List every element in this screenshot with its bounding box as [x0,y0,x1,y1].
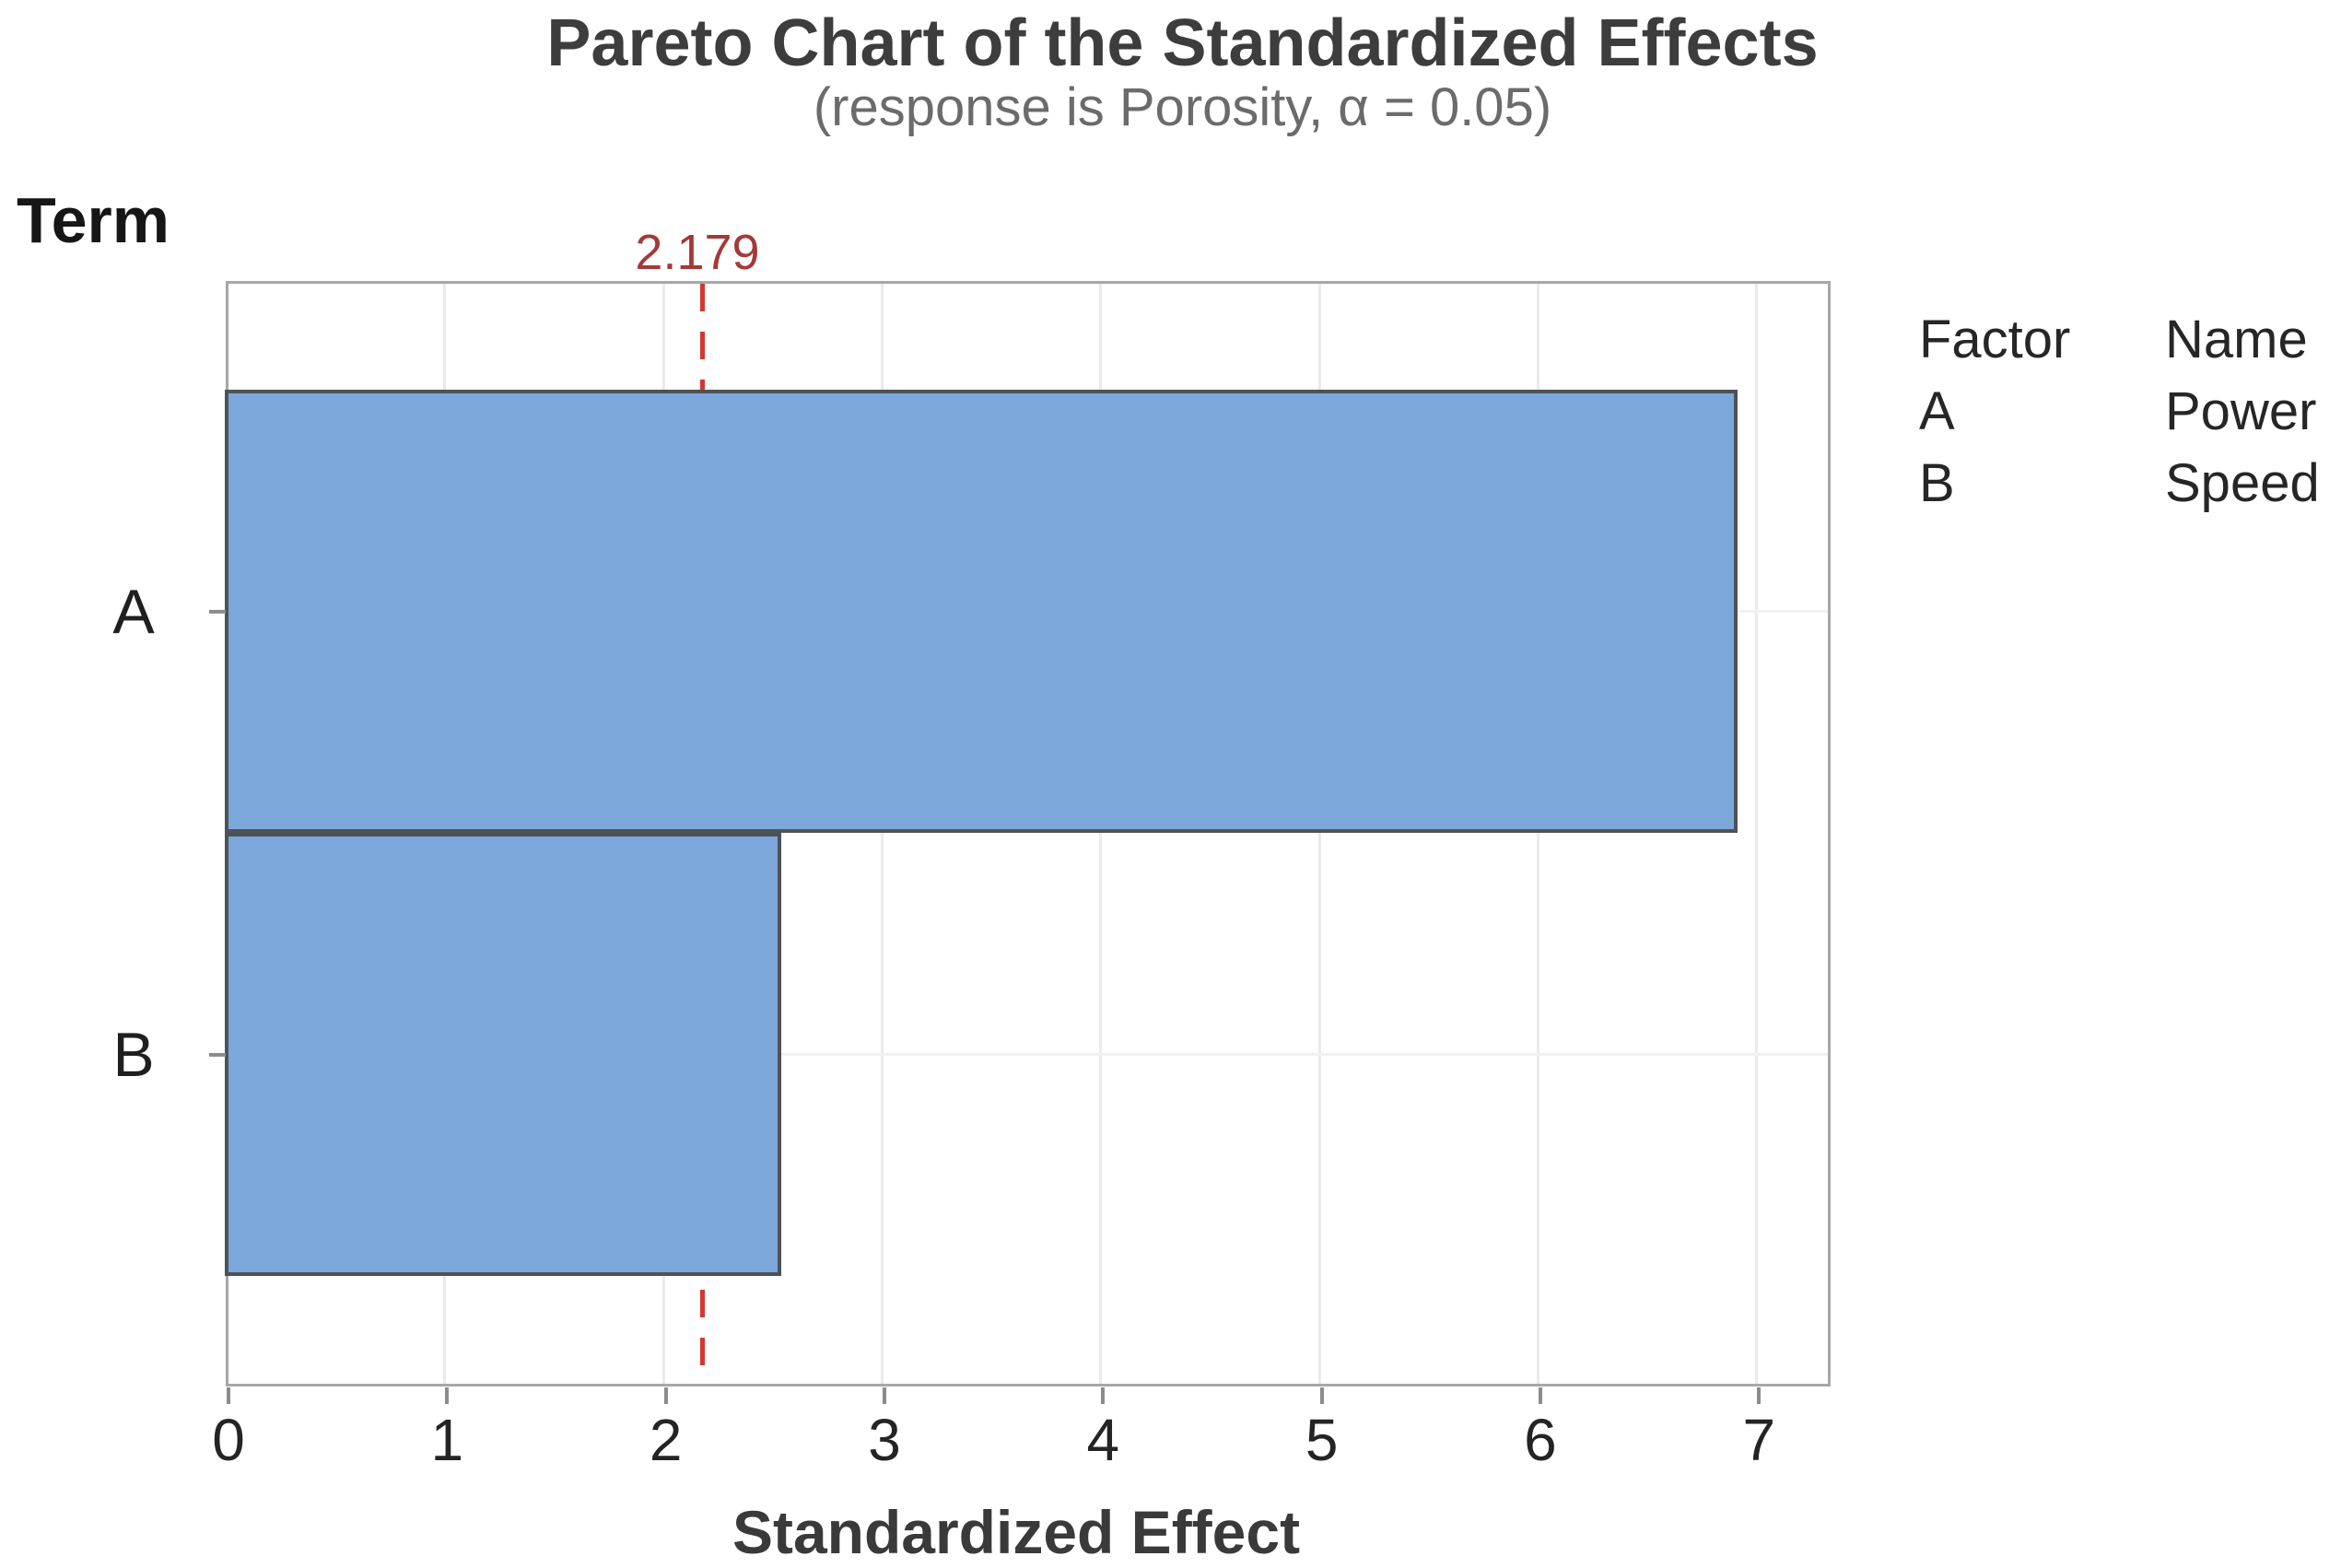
x-tick-label-2: 2 [649,1407,683,1473]
legend-header-factor: Factor [1919,310,2071,369]
y-tick-label-A: A [112,576,155,647]
x-tick-label-3: 3 [868,1407,901,1473]
reference-line-label: 2.179 [635,225,760,280]
factor-legend: Factor Name A Power B Speed [1919,304,2320,520]
legend-factor-B: B [1919,453,1955,513]
gridline-y-B [228,1052,1828,1056]
legend-name-B: Speed [2165,453,2320,513]
legend-header-name: Name [2165,310,2308,369]
gridline-x-6 [1536,284,1539,1384]
gridline-x-3 [880,284,884,1384]
x-tick-label-6: 6 [1524,1407,1557,1473]
bar-A [225,390,1738,833]
y-tick-A [209,609,226,614]
x-tick-label-5: 5 [1305,1407,1339,1473]
y-tick-label-B: B [112,1019,155,1090]
gridline-x-5 [1317,284,1321,1384]
y-tick-B [209,1052,226,1057]
chart-subtitle: (response is Porosity, α = 0.05) [813,77,1552,137]
x-tick-label-7: 7 [1742,1407,1776,1473]
gridline-x-4 [1099,284,1103,1384]
x-tick-1 [445,1387,450,1404]
x-tick-6 [1538,1387,1542,1404]
plot-area [225,281,1831,1387]
legend-name-A: Power [2165,381,2317,441]
x-tick-2 [663,1387,668,1404]
chart-title: Pareto Chart of the Standardized Effects [546,6,1819,80]
x-tick-4 [1101,1387,1106,1404]
x-tick-7 [1757,1387,1762,1404]
legend-factor-A: A [1919,381,1955,441]
gridline-x-7 [1755,284,1759,1384]
x-tick-0 [227,1387,230,1404]
x-axis-title: Standardized Effect [732,1498,1301,1566]
x-tick-label-1: 1 [430,1407,464,1473]
x-tick-3 [882,1387,886,1404]
bar-B [225,833,782,1276]
y-axis-title: Term [17,184,170,256]
x-tick-5 [1319,1387,1324,1404]
x-tick-label-4: 4 [1086,1407,1120,1473]
x-tick-label-0: 0 [212,1407,245,1473]
